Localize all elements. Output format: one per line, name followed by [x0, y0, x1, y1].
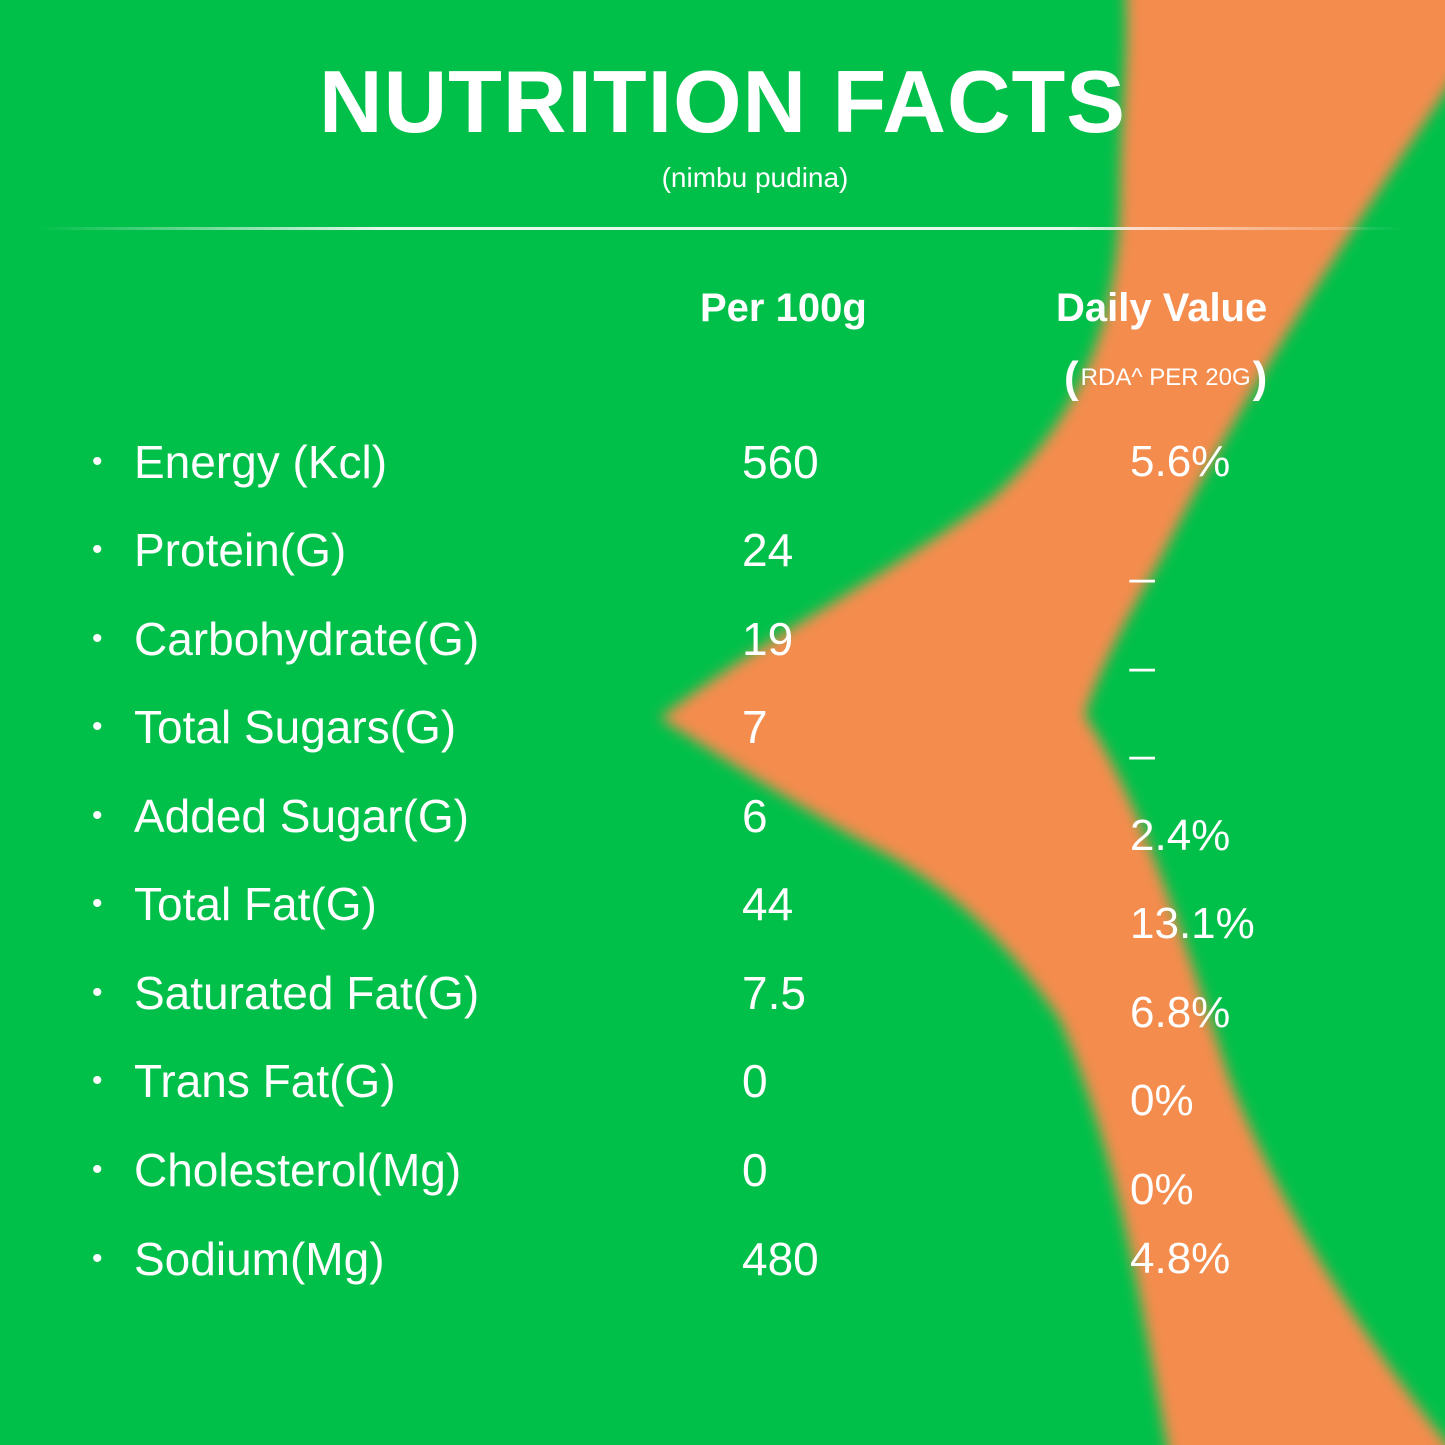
- per-100g-value: 7.5: [742, 967, 806, 1019]
- daily-value: _: [1130, 535, 1155, 584]
- daily-value: 5.6%: [1130, 437, 1231, 486]
- column-header-daily-value: Daily Value: [1056, 286, 1268, 330]
- nutrient-label: Saturated Fat(G): [134, 967, 480, 1019]
- daily-value: 6.8%: [1130, 988, 1231, 1037]
- per-100g-value: 560: [742, 436, 819, 488]
- nutrient-label: Sodium(Mg): [134, 1233, 385, 1285]
- page-subtitle: (nimbu pudina): [661, 162, 849, 193]
- page-title: NUTRITION FACTS: [319, 52, 1126, 151]
- bullet-icon: •: [92, 976, 103, 1009]
- bullet-icon: •: [92, 1242, 103, 1275]
- daily-value: 4.8%: [1130, 1234, 1231, 1283]
- table-row: • Cholesterol(Mg) 0 0%: [0, 1140, 1445, 1214]
- per-100g-value: 6: [742, 790, 768, 842]
- bullet-icon: •: [92, 533, 103, 566]
- nutrient-label: Carbohydrate(G): [134, 613, 480, 665]
- table-row: • Carbohydrate(G) 19 _: [0, 609, 1445, 673]
- daily-value: 13.1%: [1130, 899, 1255, 948]
- nutrient-label: Added Sugar(G): [134, 790, 469, 842]
- bullet-icon: •: [92, 887, 103, 920]
- per-100g-value: 0: [742, 1055, 768, 1107]
- nutrient-label: Protein(G): [134, 524, 347, 576]
- rda-note-text: RDA^ PER 20G: [1080, 364, 1251, 391]
- table-row: • Total Sugars(G) 7 _: [0, 697, 1445, 761]
- nutrient-label: Total Sugars(G): [134, 701, 457, 753]
- bullet-icon: •: [92, 1064, 103, 1097]
- table-row: • Added Sugar(G) 6 2.4%: [0, 786, 1445, 860]
- nutrient-label: Trans Fat(G): [134, 1055, 396, 1107]
- bullet-icon: •: [92, 799, 103, 832]
- background-orange-shape: [660, 0, 1445, 1445]
- per-100g-value: 7: [742, 701, 768, 753]
- table-row: • Total Fat(G) 44 13.1%: [0, 874, 1445, 948]
- daily-value: 2.4%: [1130, 811, 1231, 860]
- header-divider: [40, 227, 1405, 230]
- column-header-per-100g: Per 100g: [700, 286, 867, 330]
- daily-value: _: [1130, 712, 1155, 761]
- daily-value: _: [1130, 624, 1155, 673]
- bullet-icon: •: [92, 1153, 103, 1186]
- table-row: • Sodium(Mg) 480 4.8%: [0, 1229, 1445, 1289]
- daily-value: 0%: [1130, 1076, 1194, 1125]
- bullet-icon: •: [92, 622, 103, 655]
- per-100g-value: 480: [742, 1233, 819, 1285]
- bullet-icon: •: [92, 445, 103, 478]
- column-header-rda-note: (RDA^ PER 20G): [1064, 352, 1267, 404]
- bullet-icon: •: [92, 710, 103, 743]
- rda-close-paren: ): [1252, 353, 1268, 402]
- table-row: • Saturated Fat(G) 7.5 6.8%: [0, 963, 1445, 1037]
- nutrient-label: Total Fat(G): [134, 878, 377, 930]
- per-100g-value: 0: [742, 1144, 768, 1196]
- per-100g-value: 44: [742, 878, 794, 930]
- nutrient-label: Cholesterol(Mg): [134, 1144, 462, 1196]
- table-row: • Trans Fat(G) 0 0%: [0, 1051, 1445, 1125]
- nutrient-label: Energy (Kcl): [134, 436, 388, 488]
- rda-open-paren: (: [1064, 353, 1079, 402]
- per-100g-value: 19: [742, 613, 794, 665]
- table-row: • Energy (Kcl) 560 5.6%: [0, 432, 1445, 492]
- daily-value: 0%: [1130, 1165, 1194, 1214]
- table-row: • Protein(G) 24 _: [0, 520, 1445, 584]
- per-100g-value: 24: [742, 524, 794, 576]
